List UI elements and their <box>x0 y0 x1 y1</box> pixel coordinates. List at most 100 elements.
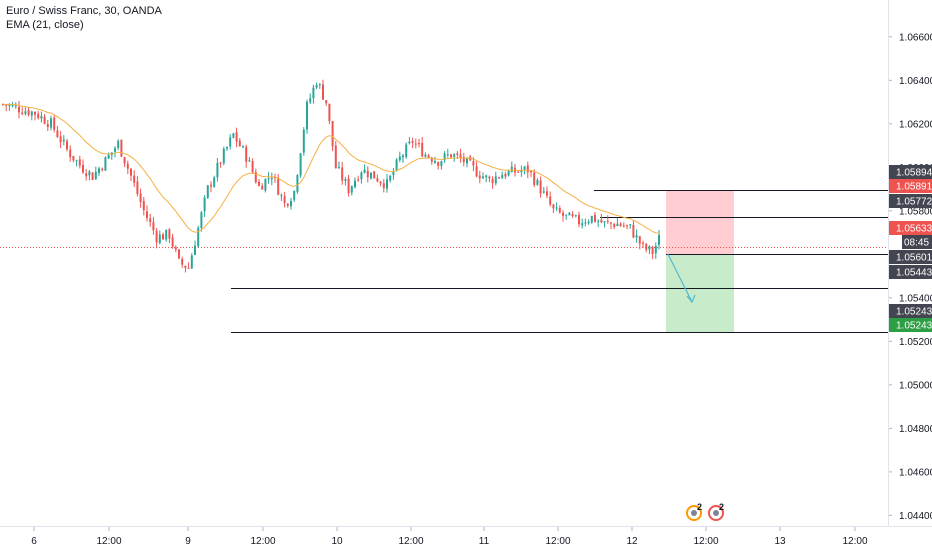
event-count: 2 <box>719 502 725 512</box>
y-tick-label: 1.05000 <box>899 380 932 391</box>
candle-body <box>574 215 577 217</box>
candle-body <box>581 223 584 226</box>
x-tick-label: 10 <box>331 536 343 547</box>
candle-body <box>555 207 558 209</box>
candle-body <box>533 172 536 185</box>
candle-body <box>206 185 209 198</box>
time-axis[interactable]: 6 12:00 9 12:00 10 12:00 11 12:00 12 12:00 13 12:00 <box>31 527 868 547</box>
candle-body <box>507 170 510 176</box>
event-count: 2 <box>697 502 703 512</box>
candle-body <box>411 141 414 144</box>
candle-body <box>213 177 216 187</box>
indicator-label[interactable]: EMA (21, close) <box>6 19 84 31</box>
candle-body <box>171 237 174 247</box>
y-tick-label: 1.04600 <box>899 467 932 478</box>
candle-body <box>232 133 235 138</box>
candle-body <box>430 158 433 162</box>
candle-body <box>309 98 312 103</box>
candle-body <box>584 222 587 224</box>
economic-events: 2 2 <box>686 502 728 523</box>
x-tick-label: 9 <box>185 536 191 547</box>
candle-body <box>296 175 299 192</box>
price-tag-bg <box>889 194 932 208</box>
candle-body <box>341 167 344 181</box>
candle-body <box>168 229 171 239</box>
candle-body <box>446 154 449 156</box>
candle-body <box>197 227 200 247</box>
price-tag-bg <box>902 235 932 249</box>
candle-body <box>123 157 126 164</box>
candle-body <box>603 221 606 223</box>
event-marker[interactable]: 2 <box>708 502 728 523</box>
symbol-title[interactable]: Euro / Swiss Franc, 30, OANDA <box>6 5 162 17</box>
candle-body <box>386 179 388 189</box>
candle-body <box>222 148 225 164</box>
candle-body <box>152 222 155 231</box>
candle-body <box>600 219 603 223</box>
price-tag-label: 1.05772 <box>896 197 932 208</box>
x-tick-label: 12:00 <box>693 536 718 547</box>
candle-body <box>594 214 596 222</box>
candle-body <box>53 117 56 130</box>
candle-body <box>648 246 651 250</box>
target-zone[interactable] <box>666 254 734 332</box>
price-tag-bg <box>889 179 932 193</box>
candle-body <box>654 245 657 254</box>
candle-body <box>360 172 363 180</box>
price-tag-bg <box>889 318 932 332</box>
candle-body <box>552 204 555 209</box>
candle-body <box>24 111 27 114</box>
candle-body <box>606 220 609 222</box>
candle-body <box>139 193 142 203</box>
candle-body <box>510 166 513 172</box>
candle-body <box>571 214 574 217</box>
candle-body <box>398 156 401 161</box>
price-tag-label: 1.05633 <box>896 224 932 235</box>
candle-body <box>149 218 152 223</box>
candle-body <box>414 143 417 145</box>
horizontal-levels[interactable] <box>231 190 888 333</box>
candle-body <box>34 111 36 115</box>
candle-body <box>338 167 340 169</box>
candle-body <box>254 172 257 183</box>
candle-body <box>549 196 552 205</box>
candle-body <box>632 224 635 238</box>
x-tick-label: 12:00 <box>250 536 275 547</box>
candle-body <box>402 155 404 158</box>
x-tick-label: 12:00 <box>842 536 867 547</box>
projection-arrow[interactable] <box>667 253 696 304</box>
candle-body <box>427 155 430 158</box>
candle-body <box>181 258 184 265</box>
candle-body <box>325 100 328 104</box>
candle-body <box>302 129 305 153</box>
candle-body <box>389 175 392 181</box>
candle-body <box>30 111 33 116</box>
stop-zone[interactable] <box>666 190 734 255</box>
candle-body <box>616 223 619 227</box>
candle-body <box>459 154 462 159</box>
candle-body <box>203 197 206 212</box>
candle-body <box>472 161 475 166</box>
candle-body <box>69 149 72 158</box>
candle-body <box>366 170 369 178</box>
candle-body <box>85 173 88 177</box>
price-tag-bg <box>889 165 932 179</box>
x-tick-label: 12 <box>626 536 638 547</box>
candle-body <box>622 225 625 227</box>
candle-body <box>104 157 107 171</box>
candle-body <box>315 85 318 88</box>
x-tick-label: 12:00 <box>545 536 570 547</box>
candle-body <box>146 211 148 219</box>
event-marker[interactable]: 2 <box>686 502 706 523</box>
candle-body <box>200 212 203 228</box>
candle-body <box>331 120 334 147</box>
candle-body <box>5 104 8 106</box>
candle-body <box>517 171 520 173</box>
candle-body <box>456 153 459 155</box>
candle-body <box>210 184 212 187</box>
candle-body <box>363 169 366 173</box>
candle-body <box>635 235 638 238</box>
candle-body <box>578 214 580 225</box>
long-short-position-zones[interactable] <box>666 190 734 332</box>
